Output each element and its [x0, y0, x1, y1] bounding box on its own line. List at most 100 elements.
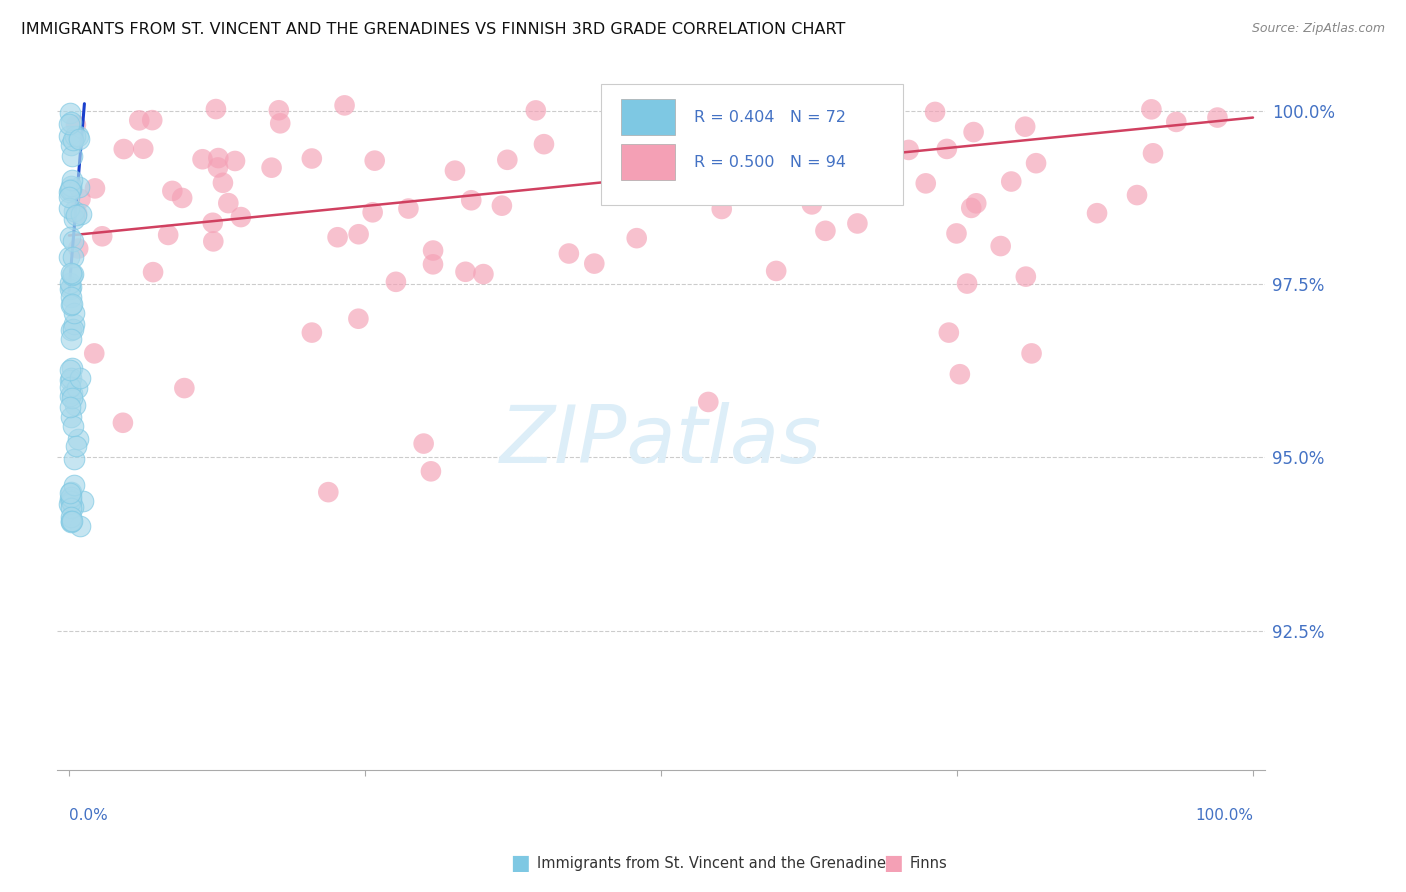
Point	[217, 196, 239, 211]
Point	[65, 118, 87, 132]
Point	[83, 346, 105, 360]
Point	[65, 129, 87, 144]
Point	[60, 490, 83, 504]
Point	[60, 297, 83, 311]
Point	[361, 205, 384, 219]
Point	[59, 485, 82, 500]
Point	[626, 231, 648, 245]
Point	[205, 102, 228, 116]
Point	[58, 401, 80, 415]
Point	[63, 317, 86, 331]
FancyBboxPatch shape	[600, 84, 903, 205]
Point	[422, 244, 444, 258]
Point	[111, 416, 134, 430]
Point	[59, 276, 82, 290]
Point	[1126, 188, 1149, 202]
Point	[460, 194, 482, 208]
Point	[558, 246, 581, 260]
Point	[84, 181, 107, 195]
Point	[956, 277, 979, 291]
Point	[60, 515, 83, 529]
Point	[59, 230, 82, 244]
Point	[59, 371, 82, 385]
Point	[962, 125, 984, 139]
Point	[70, 207, 93, 221]
Point	[1014, 120, 1036, 134]
Point	[960, 201, 983, 215]
Point	[60, 332, 83, 346]
Point	[62, 500, 84, 514]
Point	[63, 212, 86, 227]
Point	[60, 137, 83, 152]
Point	[66, 206, 89, 220]
Point	[59, 114, 82, 128]
Point	[60, 323, 83, 337]
Point	[62, 133, 84, 147]
Point	[58, 373, 80, 387]
Point	[59, 410, 82, 425]
Point	[173, 381, 195, 395]
Point	[472, 267, 495, 281]
Point	[60, 148, 83, 162]
Text: ■: ■	[883, 854, 903, 873]
Point	[938, 326, 960, 340]
Point	[141, 113, 163, 128]
Point	[60, 266, 83, 280]
Point	[224, 153, 246, 168]
Point	[62, 267, 84, 281]
Point	[841, 122, 863, 136]
Point	[59, 380, 82, 394]
Point	[491, 199, 513, 213]
Point	[63, 204, 86, 219]
Point	[59, 106, 82, 120]
Point	[1140, 103, 1163, 117]
Point	[347, 311, 370, 326]
Point	[710, 202, 733, 216]
Point	[67, 242, 90, 256]
Point	[59, 183, 82, 197]
Point	[60, 386, 83, 401]
Point	[1025, 156, 1047, 170]
Point	[58, 185, 80, 199]
Text: 0.0%: 0.0%	[69, 808, 108, 823]
Point	[60, 360, 83, 375]
Point	[260, 161, 283, 175]
Point	[814, 224, 837, 238]
Point	[66, 381, 89, 395]
Point	[583, 257, 606, 271]
FancyBboxPatch shape	[621, 145, 675, 180]
Point	[58, 190, 80, 204]
Text: ZIPatlas: ZIPatlas	[501, 402, 823, 480]
Point	[800, 197, 823, 211]
Text: Source: ZipAtlas.com: Source: ZipAtlas.com	[1251, 22, 1385, 36]
Point	[172, 191, 194, 205]
Point	[59, 491, 82, 506]
Text: R = 0.500   N = 94: R = 0.500 N = 94	[693, 155, 845, 169]
Point	[59, 298, 82, 312]
Point	[301, 152, 323, 166]
Point	[59, 510, 82, 524]
Point	[419, 464, 441, 478]
Point	[60, 182, 83, 196]
Point	[412, 436, 434, 450]
Point	[1166, 115, 1188, 129]
Point	[62, 452, 84, 467]
Point	[142, 265, 165, 279]
Text: Immigrants from St. Vincent and the Grenadines: Immigrants from St. Vincent and the Gren…	[537, 856, 894, 871]
Point	[496, 153, 519, 167]
Point	[60, 484, 83, 499]
Point	[60, 173, 83, 187]
Point	[62, 235, 84, 249]
Point	[1142, 146, 1164, 161]
Point	[835, 125, 858, 139]
Point	[162, 184, 184, 198]
Point	[62, 478, 84, 492]
Point	[59, 500, 82, 515]
Point	[846, 217, 869, 231]
Point	[333, 98, 356, 112]
Point	[385, 275, 408, 289]
Point	[66, 432, 89, 446]
Point	[60, 280, 83, 294]
Point	[62, 419, 84, 434]
Point	[765, 264, 787, 278]
